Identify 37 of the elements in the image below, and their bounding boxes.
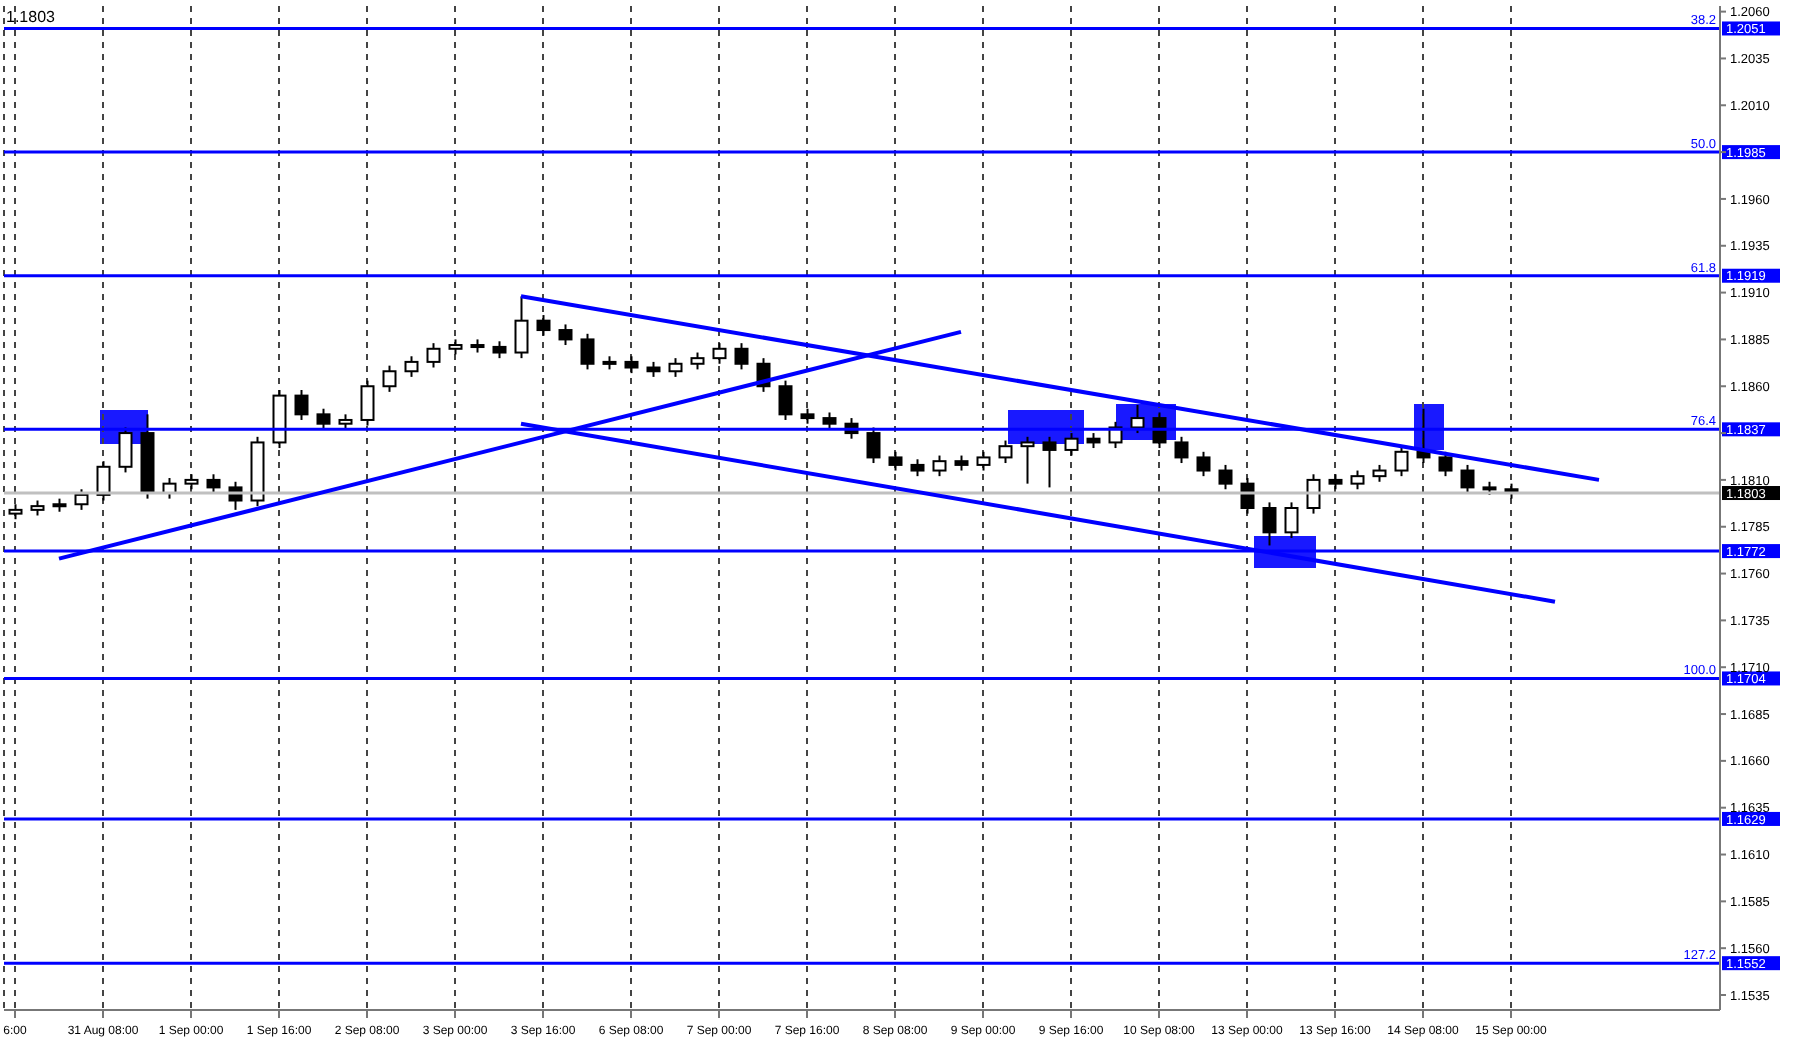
- candlestick: [514, 295, 529, 360]
- candlestick: [404, 355, 419, 378]
- candlestick: [426, 342, 441, 369]
- candlestick: [1174, 435, 1189, 465]
- candlestick: [778, 379, 793, 421]
- candlestick: [96, 460, 111, 502]
- candlestick: [1042, 435, 1057, 489]
- candlestick: [1394, 445, 1409, 478]
- candlestick: [360, 379, 375, 427]
- candlestick: [668, 357, 683, 378]
- candlestick: [1284, 501, 1299, 539]
- candlestick: [206, 473, 221, 495]
- candlestick: [866, 426, 881, 465]
- candlestick: [1460, 463, 1475, 495]
- candlestick: [1020, 435, 1035, 485]
- candlestick: [558, 323, 573, 347]
- candlestick: [1262, 501, 1277, 547]
- candlestick: [118, 426, 133, 474]
- candlestick: [1350, 469, 1365, 491]
- candlestick: [1218, 463, 1233, 491]
- candlestick: [580, 332, 595, 371]
- candlestick: [734, 342, 749, 371]
- candlestick: [1196, 450, 1211, 478]
- candlestick: [888, 450, 903, 472]
- candlestick: [272, 388, 287, 450]
- candlestick: [294, 388, 309, 421]
- candlestick: [1064, 432, 1079, 457]
- candlestick: [74, 488, 89, 511]
- candlestick: [1130, 403, 1145, 435]
- chart-title: 1.1803: [6, 8, 57, 26]
- candlestick: [976, 450, 991, 472]
- candlestick: [932, 454, 947, 478]
- candlestick: [382, 364, 397, 393]
- candlestick: [712, 342, 727, 365]
- candlestick: [536, 314, 551, 337]
- candlestick: [316, 407, 331, 431]
- candlestick: [998, 439, 1013, 465]
